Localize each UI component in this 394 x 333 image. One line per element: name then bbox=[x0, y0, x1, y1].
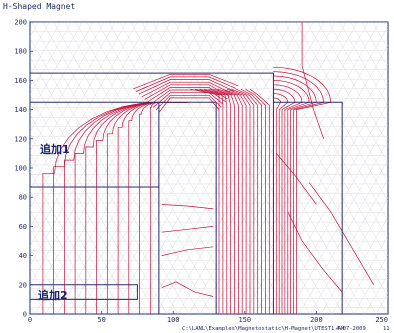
field-line-outer bbox=[287, 211, 343, 293]
outer-region bbox=[273, 101, 343, 314]
field-line-gap-top bbox=[158, 97, 220, 113]
field-line-gap-top bbox=[144, 84, 230, 100]
x-axis-ticks: 0 50 100 150 200 250 bbox=[28, 311, 389, 324]
field-line-right-leg bbox=[208, 88, 235, 314]
field-line-right-outer bbox=[273, 97, 281, 314]
x-tick-label: 150 bbox=[238, 316, 251, 324]
field-line-right-leg bbox=[249, 88, 270, 314]
x-tick-label: 200 bbox=[310, 316, 323, 324]
field-line-right-leg bbox=[217, 88, 243, 314]
y-tick-label: 40 bbox=[19, 252, 27, 260]
field-line-right-leg bbox=[245, 88, 266, 314]
footer-page: 11 bbox=[383, 326, 390, 332]
y-tick-label: 120 bbox=[14, 135, 27, 143]
y-axis-ticks: 0 20 40 60 80 100 120 140 160 180 200 bbox=[14, 19, 33, 319]
footer-path: C:\LANL\Examples\Magnetostatic\H-Magnet\… bbox=[182, 326, 345, 332]
window-title: H-Shaped Magnet bbox=[3, 2, 76, 11]
field-line-gap-top bbox=[152, 92, 224, 108]
y-tick-label: 100 bbox=[14, 165, 27, 173]
coil-2 bbox=[30, 284, 138, 300]
field-line-left bbox=[42, 101, 188, 314]
field-line-gap bbox=[161, 281, 214, 297]
annotation-region-2: 追加2 bbox=[38, 288, 68, 302]
plot-frame bbox=[29, 21, 389, 315]
field-line-gap-top bbox=[141, 81, 233, 98]
field-line-right-leg bbox=[194, 88, 224, 314]
field-line-outer bbox=[276, 153, 317, 205]
y-tick-label: 180 bbox=[14, 48, 27, 56]
field-lines bbox=[42, 22, 375, 314]
field-line-right-leg bbox=[231, 88, 255, 314]
annotation-region-1: 追加1 bbox=[40, 142, 70, 156]
x-tick-label: 50 bbox=[97, 316, 105, 324]
mesh-grid bbox=[30, 22, 388, 314]
y-tick-label: 160 bbox=[14, 77, 27, 85]
field-line-right-outer bbox=[273, 66, 332, 314]
field-line-right-outer bbox=[273, 88, 296, 314]
x-tick-label: 250 bbox=[375, 316, 388, 324]
footer-date: 4-07-2009 bbox=[336, 326, 366, 332]
field-line-gap-top bbox=[138, 79, 235, 95]
field-line-outer bbox=[301, 22, 324, 139]
magnet-boundaries bbox=[30, 72, 343, 314]
y-tick-label: 80 bbox=[19, 194, 27, 202]
field-line-right-outer bbox=[273, 84, 303, 314]
x-tick-label: 100 bbox=[167, 316, 180, 324]
field-line-right-leg bbox=[236, 88, 259, 314]
field-line-gap bbox=[161, 204, 214, 210]
y-tick-label: 0 bbox=[23, 311, 27, 319]
field-line-right-leg bbox=[190, 88, 220, 314]
y-tick-label: 60 bbox=[19, 223, 27, 231]
field-line-gap-top bbox=[135, 76, 237, 92]
field-line-right-leg bbox=[240, 88, 262, 314]
field-line-right-leg bbox=[222, 88, 247, 314]
field-line-gap-top bbox=[132, 73, 239, 90]
field-line-gap-top bbox=[147, 87, 228, 103]
field-line-right-leg bbox=[226, 88, 251, 314]
field-line-right-leg bbox=[213, 88, 239, 314]
y-tick-label: 20 bbox=[19, 281, 27, 289]
y-tick-label: 200 bbox=[14, 19, 27, 27]
field-line-gap bbox=[161, 226, 214, 233]
field-line-right-outer bbox=[273, 93, 289, 314]
field-line-outer bbox=[308, 182, 375, 285]
field-line-gap bbox=[161, 246, 214, 256]
y-tick-label: 140 bbox=[14, 106, 27, 114]
x-tick-label: 0 bbox=[28, 316, 32, 324]
yoke-outer bbox=[30, 72, 274, 314]
field-line-gap-top bbox=[150, 89, 226, 105]
field-line-right-outer bbox=[273, 71, 324, 314]
field-line-right-outer bbox=[273, 80, 310, 314]
